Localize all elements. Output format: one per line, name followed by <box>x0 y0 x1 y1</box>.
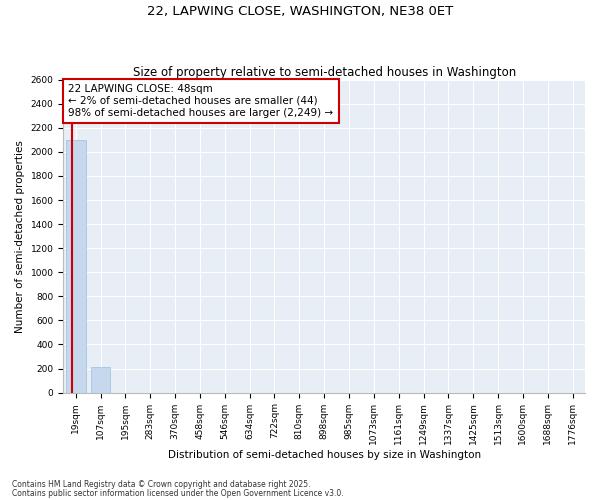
Text: Contains public sector information licensed under the Open Government Licence v3: Contains public sector information licen… <box>12 488 344 498</box>
Text: Contains HM Land Registry data © Crown copyright and database right 2025.: Contains HM Land Registry data © Crown c… <box>12 480 311 489</box>
Title: Size of property relative to semi-detached houses in Washington: Size of property relative to semi-detach… <box>133 66 516 78</box>
Text: 22 LAPWING CLOSE: 48sqm
← 2% of semi-detached houses are smaller (44)
98% of sem: 22 LAPWING CLOSE: 48sqm ← 2% of semi-det… <box>68 84 334 117</box>
Text: 22, LAPWING CLOSE, WASHINGTON, NE38 0ET: 22, LAPWING CLOSE, WASHINGTON, NE38 0ET <box>147 5 453 18</box>
Bar <box>91 368 110 392</box>
Bar <box>66 140 86 392</box>
X-axis label: Distribution of semi-detached houses by size in Washington: Distribution of semi-detached houses by … <box>167 450 481 460</box>
Y-axis label: Number of semi-detached properties: Number of semi-detached properties <box>15 140 25 332</box>
